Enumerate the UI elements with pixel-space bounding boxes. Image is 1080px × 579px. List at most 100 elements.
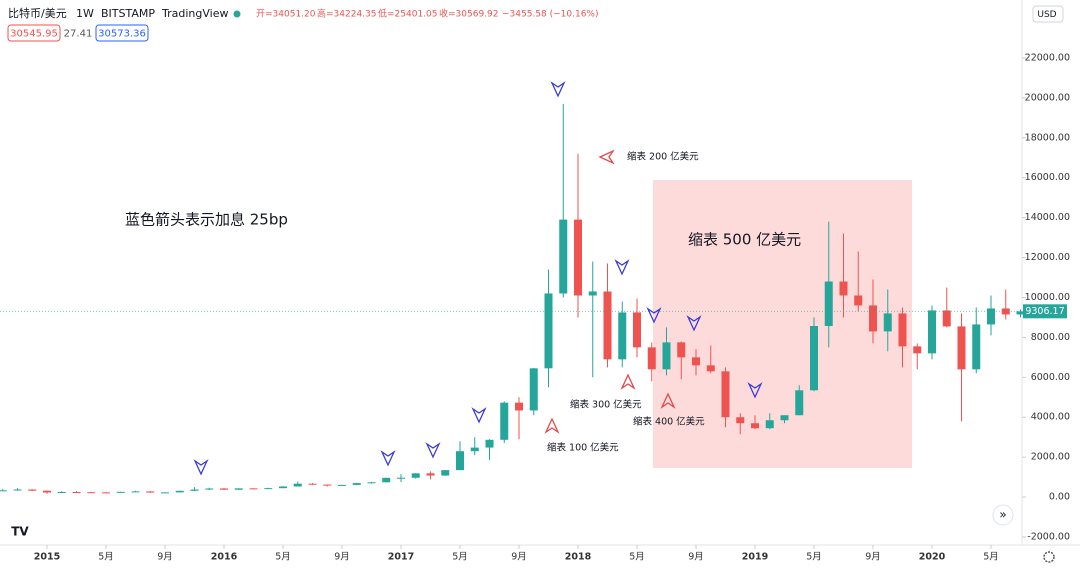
candle-body xyxy=(234,488,243,490)
currency[interactable]: USD xyxy=(1037,10,1056,20)
x-tick-label: 2017 xyxy=(388,552,414,563)
candle-body xyxy=(367,482,376,484)
bid: 30545.95 xyxy=(10,29,58,40)
symbol: 比特币/美元 xyxy=(8,6,67,20)
candle-body xyxy=(618,312,627,360)
candle-body xyxy=(677,342,686,358)
candle-body xyxy=(574,219,582,296)
candle-body xyxy=(810,326,818,391)
rate-hike-arrow xyxy=(686,315,702,332)
candle-body xyxy=(795,390,804,416)
candle-body xyxy=(28,489,37,491)
candle-body xyxy=(0,490,7,492)
qt-arrow xyxy=(660,392,676,409)
candle-body xyxy=(780,415,789,421)
candle-body xyxy=(441,470,450,476)
candle-body xyxy=(190,489,199,491)
candle-body xyxy=(824,281,833,327)
x-tick-label: 5月 xyxy=(629,552,645,563)
y-tick-label: 12000.00 xyxy=(1025,252,1070,263)
x-tick-label: 2018 xyxy=(565,552,592,563)
qt-arrow xyxy=(620,373,636,390)
candle-body xyxy=(116,491,125,493)
change: −3455.58 (−10.16%) xyxy=(502,10,599,20)
candle-body xyxy=(942,310,951,327)
ask-box xyxy=(95,24,149,42)
candle-body xyxy=(662,342,671,370)
x-tick-label: 2016 xyxy=(211,552,238,563)
candle-body xyxy=(633,312,641,348)
x-tick-label: 2015 xyxy=(34,552,60,563)
candle-body xyxy=(972,324,981,370)
candle-body xyxy=(43,490,51,493)
exchange: BITSTAMP xyxy=(101,7,155,20)
candle-body xyxy=(352,483,361,485)
candle-body xyxy=(13,489,22,491)
y-tick-label: -2000.00 xyxy=(1027,532,1070,543)
candle-body xyxy=(559,219,568,294)
candle-body xyxy=(72,491,81,493)
qt-arrow xyxy=(544,417,560,434)
candle-body xyxy=(205,488,214,490)
rate-hike-arrow xyxy=(614,259,630,276)
candle-body xyxy=(928,310,936,354)
candle-body xyxy=(603,291,612,360)
y-tick-label: 20000.00 xyxy=(1025,92,1070,103)
scroll-button[interactable] xyxy=(992,504,1014,526)
bid-box xyxy=(7,24,61,42)
candle-body xyxy=(898,313,907,347)
annotation: 缩表 200 亿美元 xyxy=(627,151,699,163)
candle-body xyxy=(161,492,169,494)
candle-body xyxy=(131,491,140,493)
candle-body xyxy=(323,484,332,486)
candle-body xyxy=(913,346,922,354)
x-tick-label: 9月 xyxy=(157,552,173,563)
tv-logo: TV xyxy=(11,525,29,539)
x-tick-label: 5月 xyxy=(275,552,291,563)
candle-body xyxy=(397,477,405,479)
y-tick-label: 0.00 xyxy=(1049,492,1070,503)
candle-body xyxy=(957,326,966,370)
x-tick-label: 5月 xyxy=(98,552,114,563)
y-tick-label: 8000.00 xyxy=(1031,332,1070,343)
candle-body xyxy=(692,357,700,366)
x-tick-label: 5月 xyxy=(452,552,468,563)
settings-icon[interactable] xyxy=(1043,551,1055,563)
y-tick-label: 10000.00 xyxy=(1025,292,1070,303)
candle-body xyxy=(839,281,848,296)
candle-body xyxy=(515,402,523,411)
candle-body xyxy=(765,420,774,429)
candle-body xyxy=(883,313,892,332)
candle-body xyxy=(102,492,110,494)
candle-body xyxy=(588,291,597,296)
ohlc-high: 高=34224.35 xyxy=(317,8,377,20)
rate-hike-arrow xyxy=(380,450,396,467)
y-tick-label: 14000.00 xyxy=(1025,212,1070,223)
candle-body xyxy=(293,483,302,487)
currency-button[interactable] xyxy=(1032,5,1064,23)
y-tick-label: 4000.00 xyxy=(1031,412,1070,423)
candle-body xyxy=(647,347,656,370)
annotation: 缩表 300 亿美元 xyxy=(570,399,642,411)
x-tick-label: 9月 xyxy=(334,552,350,563)
scroll-icon[interactable]: » xyxy=(999,508,1006,522)
last-price-label: 9306.17 xyxy=(1025,306,1064,317)
candle-body xyxy=(869,305,877,332)
candle-body xyxy=(57,491,66,493)
candle-body xyxy=(721,371,730,418)
candle-body xyxy=(470,447,479,452)
annotation: 缩表 100 亿美元 xyxy=(547,442,619,454)
annotation: 缩表 500 亿美元 xyxy=(688,231,801,249)
candle-body xyxy=(411,473,420,478)
x-tick-label: 5月 xyxy=(983,552,999,563)
rate-hike-arrow xyxy=(425,442,441,459)
candle-body xyxy=(706,365,715,372)
candle-body xyxy=(87,492,96,494)
candle-body xyxy=(456,451,464,471)
rate-hike-arrow xyxy=(471,407,487,424)
source: TradingView xyxy=(161,7,228,20)
candle-body xyxy=(751,423,759,429)
candle-body xyxy=(264,488,273,490)
